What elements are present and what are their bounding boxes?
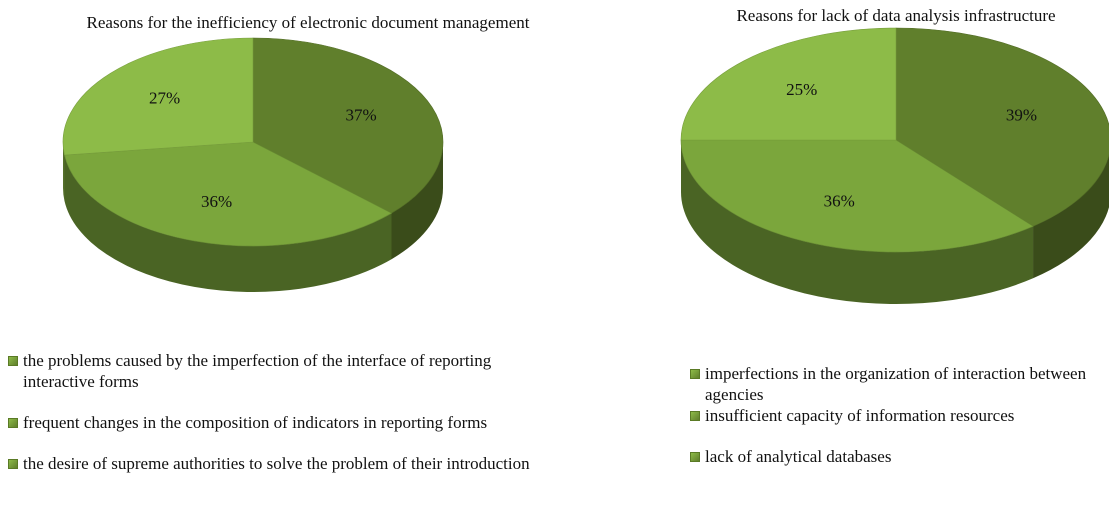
slice-side bbox=[391, 142, 443, 260]
chart-title: Reasons for lack of data analysis infras… bbox=[736, 6, 1056, 25]
slice-side bbox=[681, 140, 1034, 305]
legend-item: insufficient capacity of information res… bbox=[690, 405, 1105, 426]
legend-label: the desire of supreme authorities to sol… bbox=[23, 454, 530, 473]
legend-label: insufficient capacity of information res… bbox=[705, 406, 1015, 425]
slice bbox=[252, 37, 444, 214]
legend-item: imperfections in the organization of int… bbox=[690, 363, 1105, 405]
legend-label: lack of analytical databases bbox=[705, 447, 892, 466]
legend-swatch bbox=[8, 418, 18, 428]
legend-item: the problems caused by the imperfection … bbox=[8, 350, 553, 392]
legend-label: the problems caused by the imperfection … bbox=[23, 351, 492, 391]
legend-item: frequent changes in the composition of i… bbox=[8, 412, 553, 433]
slice bbox=[64, 141, 393, 247]
slice bbox=[895, 27, 1109, 227]
legend-swatch bbox=[690, 411, 700, 421]
legend-swatch bbox=[8, 356, 18, 366]
legend-item: the desire of supreme authorities to sol… bbox=[8, 453, 553, 474]
slice-side bbox=[64, 155, 392, 293]
slice-side bbox=[1033, 154, 1109, 279]
slice bbox=[62, 37, 254, 156]
legend: imperfections in the organization of int… bbox=[690, 363, 1105, 487]
slice bbox=[680, 139, 1034, 253]
slice-side bbox=[63, 142, 65, 202]
legend-swatch bbox=[8, 459, 18, 469]
data-label: 27% bbox=[149, 88, 180, 107]
legend-label: frequent changes in the composition of i… bbox=[23, 413, 488, 432]
legend-swatch bbox=[690, 452, 700, 462]
legend-swatch bbox=[690, 369, 700, 379]
chart-title: Reasons for the inefficiency of electron… bbox=[86, 13, 530, 32]
data-label: 37% bbox=[346, 105, 377, 124]
legend: the problems caused by the imperfection … bbox=[8, 350, 553, 494]
data-label: 39% bbox=[1006, 105, 1037, 124]
legend-item: lack of analytical databases bbox=[690, 446, 1105, 467]
slice bbox=[680, 27, 897, 141]
data-label: 25% bbox=[786, 80, 817, 99]
data-label: 36% bbox=[824, 192, 855, 211]
legend-label: imperfections in the organization of int… bbox=[705, 364, 1087, 404]
data-label: 36% bbox=[201, 192, 232, 211]
